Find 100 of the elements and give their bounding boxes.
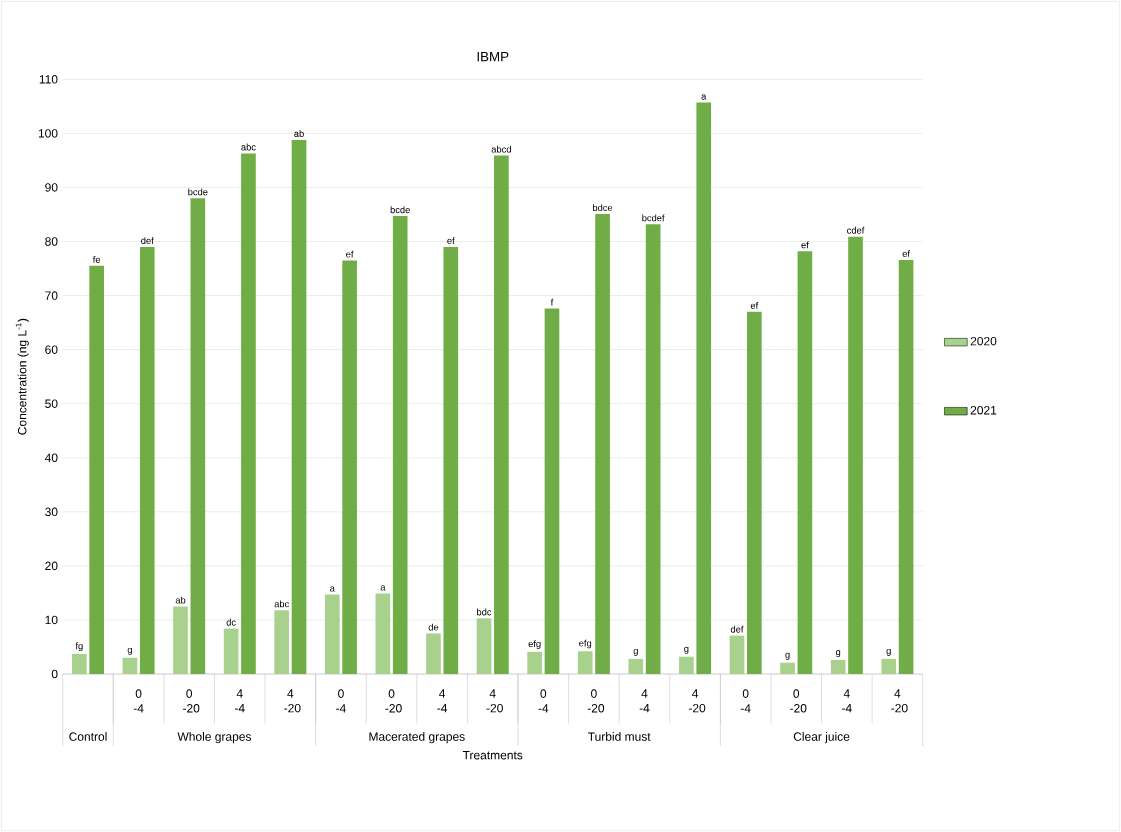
- data-label: g: [684, 646, 689, 654]
- bar: [392, 216, 408, 674]
- y-tick-label: 110: [39, 75, 58, 84]
- data-label: abc: [241, 143, 256, 151]
- bar: [375, 593, 391, 674]
- data-label: ef: [801, 241, 809, 249]
- text: Whole grapes: [177, 732, 252, 744]
- x-tick-label: 4 -20: [284, 689, 301, 713]
- bar: [696, 102, 712, 674]
- x-tick-label: 0 -4: [336, 689, 346, 713]
- bar: [72, 654, 87, 674]
- bar: [628, 658, 644, 674]
- data-label: bdc: [477, 608, 492, 616]
- y-tick-label: 90: [45, 183, 58, 192]
- bar: [173, 606, 188, 674]
- data-label: fg: [75, 642, 83, 652]
- data-label: abcd: [491, 145, 511, 153]
- data-label: ab: [175, 596, 186, 604]
- data-label: dc: [226, 618, 236, 626]
- x-tick-label: 4 -20: [688, 689, 706, 713]
- data-label: g: [886, 648, 891, 656]
- bar: [494, 155, 509, 674]
- data-label: bdce: [593, 204, 613, 211]
- y-tick-label: 60: [45, 345, 58, 354]
- data-label: a: [701, 94, 707, 100]
- data-label: efg: [579, 639, 592, 649]
- data-label: ef: [750, 302, 759, 309]
- x-tick-label: 4 -4: [437, 689, 448, 713]
- data-label: g: [835, 650, 841, 658]
- data-label: fe: [92, 256, 101, 263]
- bar: [830, 659, 846, 674]
- bar: [342, 260, 357, 674]
- text: Macerated grapes: [369, 732, 465, 744]
- y-tick-label: 20: [45, 561, 58, 571]
- bar: [476, 618, 492, 674]
- data-label: bcde: [390, 206, 410, 214]
- x-tick-label: 4 -4: [639, 689, 650, 713]
- bar: [241, 153, 256, 674]
- data-label: ab: [294, 130, 304, 137]
- x-tick-label: 0 -4: [538, 689, 549, 713]
- bar: [780, 662, 795, 674]
- legend-label: 2020: [970, 336, 997, 346]
- x-tick-label: 4 -4: [842, 689, 852, 713]
- bar: [443, 246, 459, 674]
- data-label: bcde: [188, 188, 208, 196]
- bar: [679, 656, 694, 674]
- x-axis-title: Treatments: [462, 751, 523, 760]
- x-tick-label: 4 -4: [234, 689, 245, 713]
- text: Turbid must: [588, 732, 651, 741]
- data-label: de: [428, 623, 439, 631]
- data-label: bcdef: [642, 214, 665, 222]
- text: Clear juice: [793, 732, 850, 744]
- x-tick-label: 0 -20: [587, 689, 605, 713]
- bar: [139, 246, 155, 674]
- y-tick-label: 30: [45, 507, 58, 517]
- bar: [881, 658, 897, 674]
- bar: [544, 308, 560, 674]
- data-label: def: [730, 625, 744, 633]
- bar: [274, 610, 290, 674]
- y-tick-label: 10: [45, 615, 58, 625]
- data-label: g: [127, 647, 132, 655]
- y-tick-label: 100: [38, 129, 58, 138]
- data-label: ef: [902, 250, 910, 257]
- bar: [426, 633, 441, 674]
- data-label: g: [785, 652, 790, 660]
- text: Control: [69, 732, 107, 741]
- data-label: f: [550, 298, 554, 306]
- bar: [324, 594, 340, 674]
- x-tick-label: 4 -20: [891, 689, 908, 713]
- y-tick-label: 40: [44, 453, 58, 463]
- x-tick-label: 4 -20: [486, 689, 503, 713]
- bar: [645, 224, 661, 674]
- x-tick-label: 0 -4: [133, 689, 144, 713]
- data-label: efg: [528, 640, 541, 649]
- y-tick-label: 80: [45, 237, 58, 246]
- bar: [797, 251, 813, 674]
- data-label: abc: [274, 600, 289, 608]
- legend-label: 2021: [970, 405, 997, 415]
- data-label: a: [380, 585, 386, 591]
- y-tick-label: 50: [45, 399, 58, 408]
- x-tick-label: 0 -20: [790, 689, 807, 713]
- x-tick-label: 0 -4: [740, 689, 751, 713]
- data-label: a: [330, 586, 335, 592]
- bar: [527, 651, 542, 674]
- bar: [291, 139, 307, 674]
- bar: [122, 657, 138, 674]
- y-tick-label: 70: [45, 291, 58, 300]
- bar: [898, 259, 914, 674]
- x-tick-label: 0 -20: [385, 689, 402, 713]
- data-label: g: [633, 648, 638, 656]
- data-label: cdef: [847, 226, 865, 234]
- bar: [848, 236, 863, 674]
- bar: [729, 635, 745, 674]
- bar: [190, 198, 206, 674]
- bar: [595, 213, 610, 674]
- data-label: ef: [447, 237, 455, 244]
- chart-title: IBMP: [477, 52, 509, 62]
- bar: [746, 311, 762, 674]
- data-label: def: [141, 237, 154, 244]
- y-tick-label: 0: [51, 669, 58, 679]
